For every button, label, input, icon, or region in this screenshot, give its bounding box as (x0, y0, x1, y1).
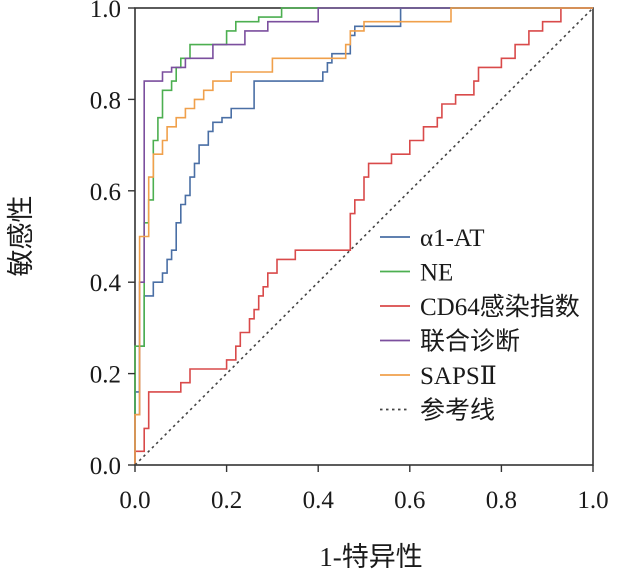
series-layer (134, 7, 594, 466)
y-tick-label: 1.0 (90, 0, 121, 23)
legend-label: CD64感染指数 (420, 293, 580, 321)
y-tick-label: 0.8 (90, 87, 121, 114)
series-line-2 (134, 7, 593, 465)
x-tick-label: 0.2 (211, 487, 242, 514)
y-tick-label: 0.2 (90, 362, 121, 389)
x-tick-label: 0.4 (303, 487, 335, 514)
legend-label: 联合诊断 (420, 328, 520, 356)
legend-label: α1-AT (420, 225, 484, 252)
y-axis-title: 敏感性 (6, 196, 36, 277)
x-tick-label: 0.0 (119, 487, 150, 514)
legend-label: SAPSⅡ (420, 363, 497, 390)
legend-label: NE (420, 260, 453, 287)
series-line-5 (134, 7, 594, 466)
axis-ticks: 0.0 0.2 0.4 0.6 0.8 1.0 0.0 0.2 0.4 0.6 0.8 1.0 (90, 0, 609, 514)
series-line-4 (134, 7, 593, 465)
y-tick-label: 0.6 (90, 179, 121, 206)
series-line-0 (134, 7, 593, 465)
x-tick-label: 1.0 (577, 487, 608, 514)
x-tick-label: 0.8 (486, 487, 517, 514)
x-tick-label: 0.6 (394, 487, 425, 514)
y-tick-label: 0.4 (90, 270, 122, 297)
x-axis-title: 1-特异性 (319, 542, 423, 572)
legend-label: 参考线 (420, 397, 495, 425)
series-line-3 (134, 7, 593, 465)
y-tick-label: 0.0 (90, 453, 121, 480)
